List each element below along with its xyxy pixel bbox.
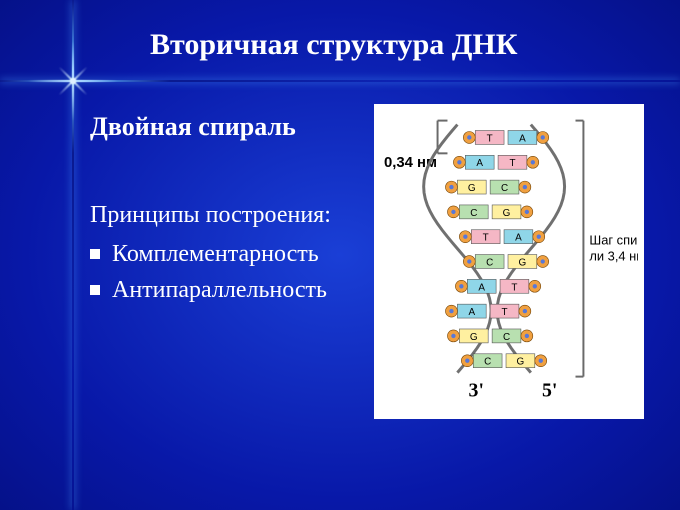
bullet-icon bbox=[90, 249, 100, 259]
svg-text:A: A bbox=[476, 158, 483, 169]
svg-text:A: A bbox=[478, 282, 485, 293]
svg-text:C: C bbox=[486, 257, 493, 268]
bullet-icon bbox=[90, 285, 100, 295]
svg-text:ли 3,4 нм: ли 3,4 нм bbox=[589, 249, 638, 264]
svg-text:T: T bbox=[511, 282, 517, 293]
svg-text:5': 5' bbox=[542, 379, 557, 401]
svg-text:A: A bbox=[515, 233, 522, 244]
svg-text:G: G bbox=[503, 208, 511, 219]
svg-text:G: G bbox=[468, 183, 476, 194]
svg-text:C: C bbox=[503, 332, 510, 343]
bullet-list: Комплементарность Антипараллельность bbox=[90, 236, 327, 308]
slide-subtitle: Двойная спираль bbox=[90, 112, 296, 142]
svg-text:C: C bbox=[470, 208, 477, 219]
svg-text:T: T bbox=[487, 133, 493, 144]
principles-heading: Принципы построения: bbox=[90, 202, 331, 229]
svg-text:A: A bbox=[468, 307, 475, 318]
list-item: Антипараллельность bbox=[90, 272, 327, 308]
svg-text:C: C bbox=[484, 357, 491, 368]
svg-text:T: T bbox=[502, 307, 508, 318]
svg-text:Шаг спира-: Шаг спира- bbox=[589, 233, 638, 248]
svg-text:G: G bbox=[470, 332, 478, 343]
slide-title: Вторичная структура ДНК bbox=[150, 28, 518, 62]
svg-text:G: G bbox=[519, 257, 527, 268]
svg-text:A: A bbox=[519, 133, 526, 144]
dna-figure: 0,34 нмШаг спира-ли 3,4 нмTAATGCCGTACGAT… bbox=[374, 104, 644, 419]
svg-text:T: T bbox=[509, 158, 515, 169]
bullet-label: Комплементарность bbox=[112, 236, 319, 272]
bullet-label: Антипараллельность bbox=[112, 272, 327, 308]
svg-text:T: T bbox=[483, 233, 489, 244]
svg-text:G: G bbox=[517, 357, 525, 368]
svg-text:C: C bbox=[501, 183, 508, 194]
svg-text:3': 3' bbox=[469, 379, 484, 401]
list-item: Комплементарность bbox=[90, 236, 327, 272]
